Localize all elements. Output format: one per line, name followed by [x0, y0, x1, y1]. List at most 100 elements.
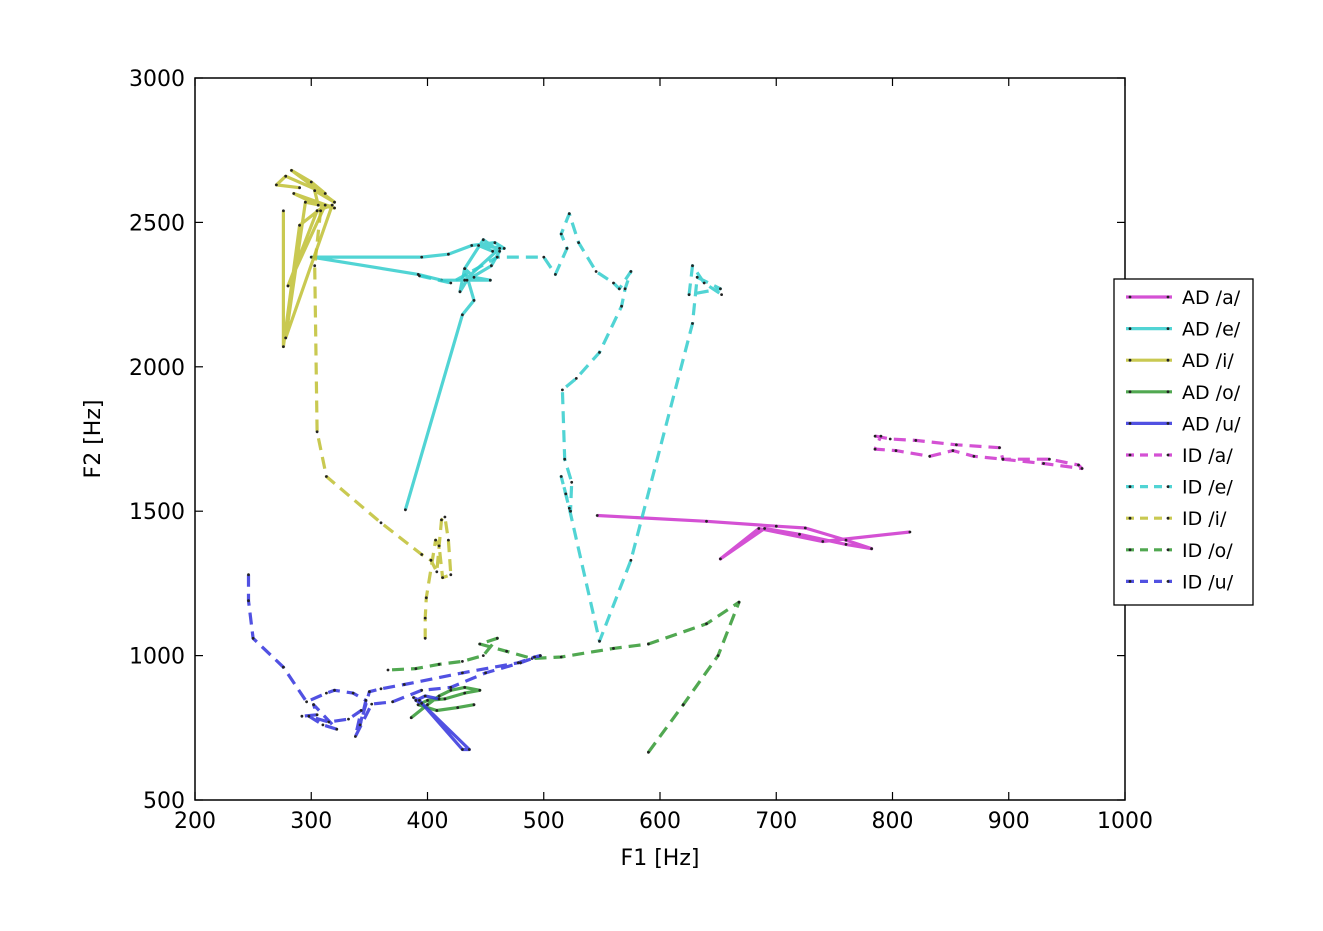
- data-point: [461, 660, 464, 663]
- series-line: [246, 574, 542, 739]
- data-point: [368, 690, 371, 694]
- data-point: [612, 281, 615, 285]
- x-tick-label: 700: [755, 809, 797, 834]
- data-point: [716, 654, 720, 657]
- data-point: [463, 278, 467, 282]
- series-10: [246, 573, 542, 739]
- data-point: [305, 700, 308, 704]
- data-point: [426, 703, 429, 707]
- x-tick-label: 800: [872, 809, 914, 834]
- legend-label: AD /i/: [1182, 350, 1234, 372]
- data-point: [313, 189, 317, 193]
- data-point: [449, 688, 453, 692]
- legend-marker: [1128, 390, 1132, 394]
- data-point: [437, 544, 441, 548]
- data-point: [484, 671, 487, 675]
- data-point: [478, 688, 482, 692]
- data-point: [695, 275, 699, 279]
- data-point: [463, 267, 467, 270]
- data-point: [647, 750, 650, 754]
- data-point: [379, 521, 383, 525]
- data-point: [441, 576, 444, 579]
- series-layer: [246, 168, 1084, 754]
- data-point: [542, 255, 546, 259]
- data-point: [595, 514, 599, 517]
- data-point: [284, 174, 288, 178]
- data-point: [426, 699, 429, 702]
- series-1: [595, 513, 912, 561]
- data-point: [391, 700, 394, 704]
- data-point: [498, 249, 501, 253]
- data-point: [821, 540, 825, 543]
- legend-marker: [1128, 327, 1132, 330]
- data-point: [757, 527, 761, 530]
- data-point: [705, 622, 708, 626]
- data-point: [951, 449, 955, 452]
- data-point: [325, 691, 328, 695]
- x-tick-label: 300: [290, 809, 332, 834]
- series-line: [412, 694, 471, 752]
- data-point: [498, 247, 501, 250]
- data-point: [488, 278, 492, 282]
- series-line: [597, 513, 911, 561]
- data-point: [420, 701, 424, 705]
- legend-label: AD /u/: [1182, 413, 1241, 435]
- data-point: [1001, 457, 1005, 461]
- data-point: [467, 748, 471, 751]
- series-line: [873, 434, 1084, 471]
- series-2: [309, 238, 506, 512]
- data-point: [719, 557, 722, 561]
- data-point: [955, 443, 958, 447]
- data-point: [292, 192, 296, 195]
- data-point: [423, 616, 427, 620]
- data-point: [505, 649, 508, 653]
- series-line: [387, 600, 741, 754]
- legend-label: AD /o/: [1182, 382, 1241, 404]
- data-point: [763, 527, 766, 530]
- y-tick-label: 2000: [129, 356, 185, 381]
- x-tick-label: 1000: [1097, 809, 1153, 834]
- legend-label: ID /i/: [1182, 508, 1227, 530]
- data-point: [323, 203, 327, 207]
- data-point: [1077, 463, 1080, 467]
- data-point: [437, 697, 441, 701]
- data-point: [598, 639, 601, 643]
- data-point: [617, 287, 621, 291]
- data-point: [998, 446, 1001, 450]
- data-point: [315, 713, 319, 717]
- legend-label: ID /o/: [1182, 540, 1233, 562]
- legend-marker: [1166, 390, 1170, 394]
- data-point: [719, 287, 722, 291]
- legend: AD /a/AD /e/AD /i/AD /o/AD /u/ID /a/ID /…: [1113, 278, 1254, 606]
- data-point: [569, 509, 572, 513]
- data-point: [358, 723, 362, 727]
- legend-marker: [1166, 422, 1170, 425]
- data-point: [720, 293, 723, 296]
- data-point: [435, 709, 439, 712]
- data-point: [290, 169, 293, 172]
- series-5: [412, 694, 471, 752]
- data-point: [705, 519, 708, 523]
- data-point: [461, 313, 464, 317]
- data-point: [554, 273, 557, 276]
- data-point: [298, 223, 301, 227]
- data-point: [702, 281, 706, 285]
- data-point: [491, 249, 494, 253]
- data-point: [304, 200, 307, 204]
- data-point: [423, 636, 427, 640]
- data-point: [423, 694, 427, 698]
- data-point: [873, 447, 877, 451]
- legend-marker: [1166, 580, 1170, 583]
- data-point: [307, 714, 311, 718]
- x-tick-label: 400: [407, 809, 449, 834]
- legend-marker: [1166, 295, 1170, 299]
- data-point: [1080, 467, 1084, 470]
- data-point: [463, 691, 467, 695]
- data-point: [472, 275, 476, 279]
- data-point: [449, 686, 453, 689]
- data-point: [286, 284, 290, 288]
- legend-marker: [1128, 422, 1132, 425]
- series-8: [313, 209, 453, 640]
- legend-label: AD /e/: [1182, 319, 1241, 341]
